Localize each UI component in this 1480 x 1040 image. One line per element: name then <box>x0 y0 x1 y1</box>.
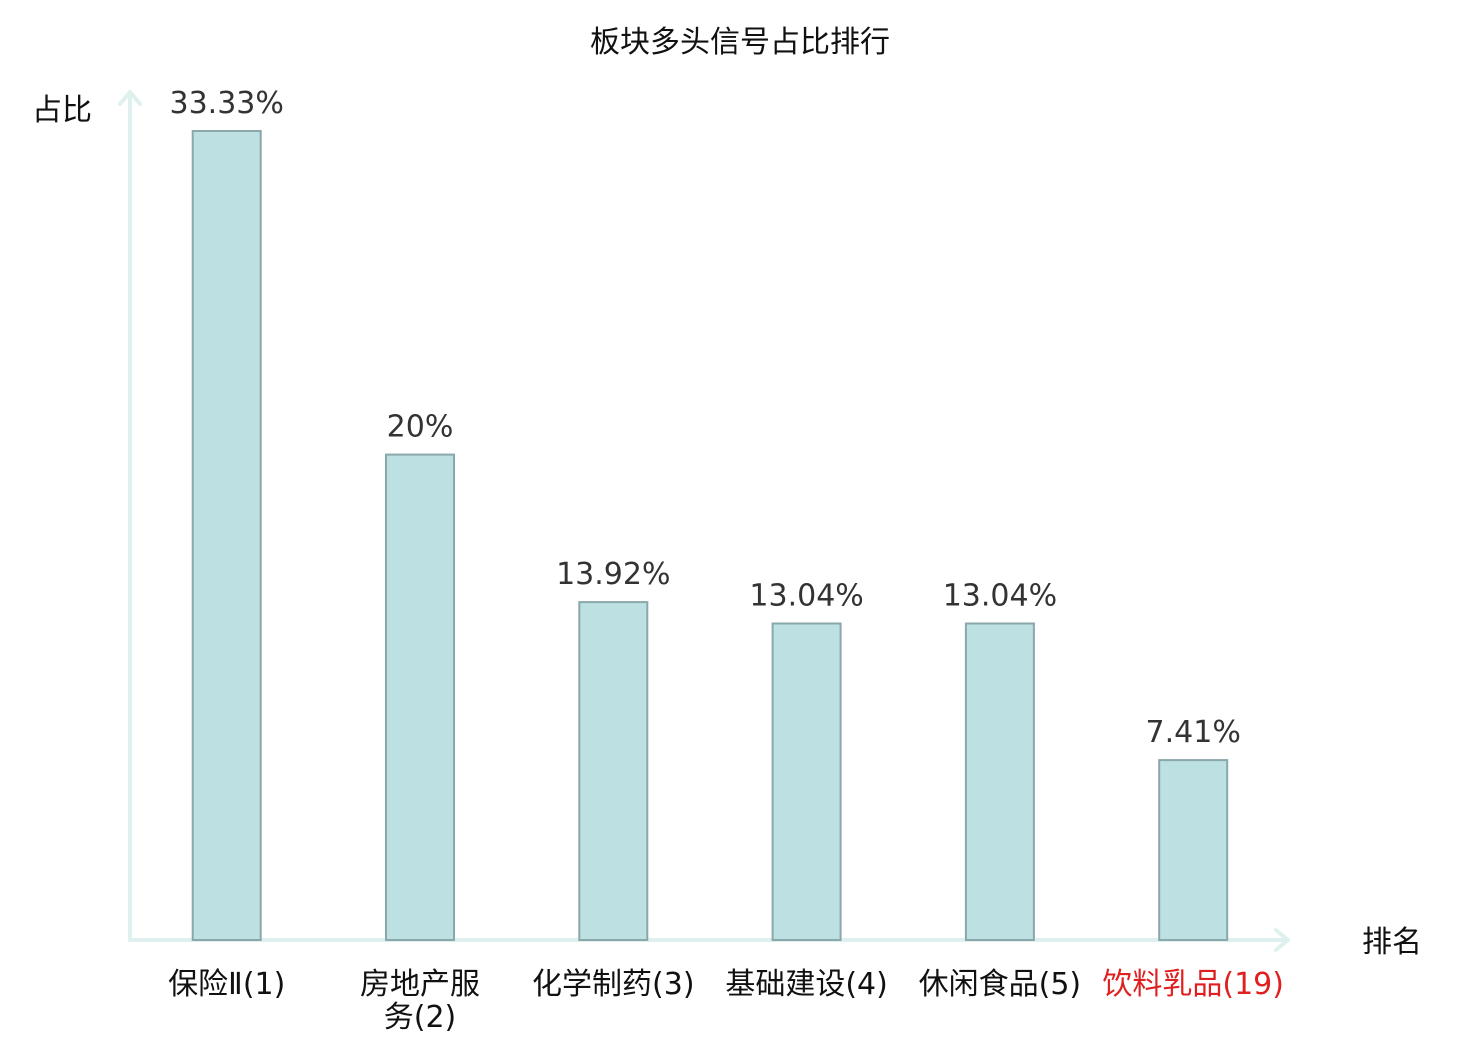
bar-5 <box>964 622 1035 941</box>
category-label-5: 休闲食品(5) <box>919 967 1082 1002</box>
bar-2 <box>385 453 455 941</box>
y-axis-title: 占比 <box>32 93 92 128</box>
category-label-3: 化学制药(3) <box>532 967 695 1002</box>
bar-1 <box>191 130 262 941</box>
x-axis-title: 排名 <box>1362 925 1422 960</box>
bar-6 <box>1158 759 1229 941</box>
chart-title: 板块多头信号占比排行 <box>590 25 890 60</box>
data-label-3: 13.92% <box>556 557 670 592</box>
data-labels: 33.33% 20% 13.92% 13.04% 13.04% 7.41% <box>170 86 1241 750</box>
bar-series <box>191 130 1229 941</box>
data-label-6: 7.41% <box>1146 715 1241 750</box>
data-label-4: 13.04% <box>749 579 863 614</box>
data-label-1: 33.33% <box>170 86 284 121</box>
category-label-2-line-2: 务(2) <box>384 1000 457 1035</box>
bar-3 <box>578 601 649 941</box>
category-label-4: 基础建设(4) <box>725 967 888 1002</box>
data-label-2: 20% <box>387 410 454 445</box>
data-label-5: 13.04% <box>943 579 1057 614</box>
x-axis: 排名 <box>128 925 1422 960</box>
category-label-1: 保险Ⅱ(1) <box>168 967 285 1002</box>
y-axis-arrow-icon <box>118 90 142 106</box>
bar-4 <box>771 622 842 941</box>
category-label-6: 饮料乳品(19) <box>1102 967 1284 1002</box>
category-label-2-line-1: 房地产服 <box>360 967 480 1002</box>
y-axis: 占比 <box>32 90 142 942</box>
x-axis-arrow-icon <box>1274 928 1290 952</box>
